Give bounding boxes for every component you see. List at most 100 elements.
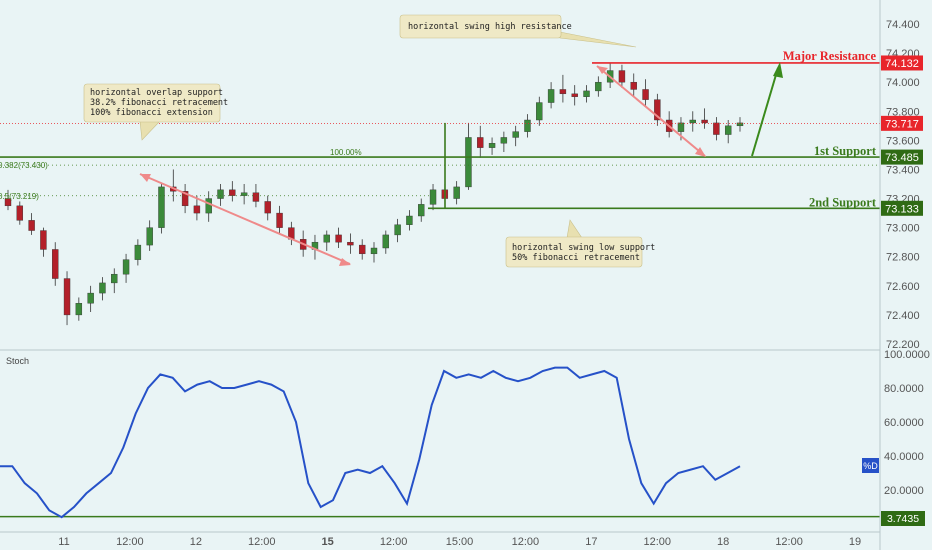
time-tick-label: 12:00 (380, 536, 408, 548)
first-support-tag: 73.485 (881, 149, 923, 165)
candle (122, 253, 130, 283)
candle (4, 189, 12, 211)
candle (630, 73, 637, 97)
candle (477, 125, 484, 158)
fib-382-label: 0.382(73.430) (0, 161, 48, 170)
stoch-tick-label: 40.0000 (884, 451, 924, 463)
price-tick-label: 74.000 (886, 77, 920, 89)
time-tick-label: 12:00 (248, 536, 276, 548)
candle (559, 74, 567, 103)
candle (724, 120, 732, 144)
swing-high-callout: horizontal swing high resistance (399, 14, 637, 48)
candle (193, 195, 201, 221)
time-tick-label: 12:00 (116, 536, 144, 548)
candle (264, 195, 271, 221)
candle (181, 184, 189, 214)
price-tick-label: 73.000 (886, 223, 920, 235)
price-tick-label: 73.400 (886, 164, 920, 176)
second-support-value: 73.133 (885, 203, 919, 215)
stoch-tick-label: 20.0000 (884, 485, 924, 497)
fib-100-label: 100.00% (330, 148, 362, 157)
overlap-support-text-3: 100% fibonacci extension (90, 108, 213, 118)
price-tick-label: 72.200 (886, 339, 920, 351)
fib-50-label: 0.5(73.219) (0, 192, 39, 201)
candle (28, 213, 35, 235)
price-tick-label: 73.600 (886, 135, 920, 147)
candle (335, 227, 342, 248)
candle (689, 111, 696, 132)
candle (40, 227, 47, 257)
stoch-d-line (0, 366, 741, 519)
candle (16, 201, 24, 225)
candle (323, 230, 330, 251)
candle (358, 239, 366, 260)
bullish-arrow (751, 62, 783, 157)
stoch-panel: Stoch (0, 356, 880, 519)
overlap-support-text-2: 38.2% fibonacci retracement (90, 98, 228, 108)
candle (347, 233, 354, 254)
time-tick-label: 12:00 (775, 536, 803, 548)
stoch-d-badge: %D (862, 458, 879, 473)
time-axis: 11 12:00 12 12:00 15 12:00 15:00 12:00 17 12:00 18… (0, 531, 880, 548)
time-tick-label: 15:00 (446, 536, 474, 548)
time-tick-label: 19 (849, 536, 861, 548)
candle (418, 198, 425, 222)
candle (713, 117, 720, 141)
swing-high-text: horizontal swing high resistance (408, 22, 572, 32)
first-support-label: 1st Support (814, 144, 877, 158)
candle (701, 108, 708, 129)
first-support-value: 73.485 (885, 152, 919, 164)
current-price-tag: 73.717 (881, 115, 923, 131)
time-tick-label: 12:00 (512, 536, 540, 548)
time-tick-label: 18 (717, 536, 729, 548)
stoch-axis: 100.0000 80.0000 60.0000 40.0000 20.0000 (884, 349, 930, 497)
candle (642, 79, 649, 106)
stoch-level-value: 3.7435 (887, 513, 919, 525)
candle (217, 184, 224, 206)
candle (382, 230, 390, 254)
major-resistance-value: 74.132 (885, 58, 919, 70)
stoch-level-tag: 3.7435 (881, 511, 925, 526)
candles (4, 63, 744, 326)
stoch-tick-label: 100.0000 (884, 349, 930, 361)
candle (252, 184, 260, 208)
price-tick-label: 73.800 (886, 106, 920, 118)
time-tick-label: 11 (58, 536, 69, 548)
overlap-support-callout: horizontal overlap support 38.2% fibonac… (83, 83, 228, 141)
second-support-label: 2nd Support (809, 195, 877, 209)
candle (158, 184, 165, 234)
candle (429, 184, 437, 211)
candle (500, 131, 508, 152)
candle (618, 64, 626, 88)
price-tags: 74.132 73.717 73.485 73.133 %D 3.7435 (862, 55, 925, 526)
price-tick-label: 72.400 (886, 310, 920, 322)
stoch-tick-label: 60.0000 (884, 417, 924, 429)
candle (87, 285, 94, 312)
candle (571, 85, 578, 106)
candle (394, 218, 401, 243)
candle (536, 96, 543, 126)
time-tick-label: 12 (190, 536, 202, 548)
candle (595, 76, 602, 97)
candle (99, 277, 106, 301)
candle (524, 114, 531, 138)
stoch-title: Stoch (6, 356, 29, 366)
time-tick-label: 12:00 (643, 536, 671, 548)
major-resistance-label: Major Resistance (783, 49, 877, 63)
candle (547, 82, 555, 109)
candle (736, 117, 744, 132)
downtrend-arrow-1 (139, 173, 351, 266)
current-price-value: 73.717 (885, 118, 919, 130)
candle (52, 242, 59, 286)
candle (146, 220, 153, 251)
stoch-tick-label: 80.0000 (884, 383, 924, 395)
candle (134, 239, 142, 266)
price-panel: 0.382(73.430) 0.5(73.219) 100.00% Major … (0, 14, 880, 326)
candle (512, 125, 519, 147)
candle (370, 242, 378, 263)
candle (406, 210, 413, 231)
stoch-d-badge-text: %D (863, 461, 878, 471)
overlap-support-text-1: horizontal overlap support (90, 88, 223, 98)
